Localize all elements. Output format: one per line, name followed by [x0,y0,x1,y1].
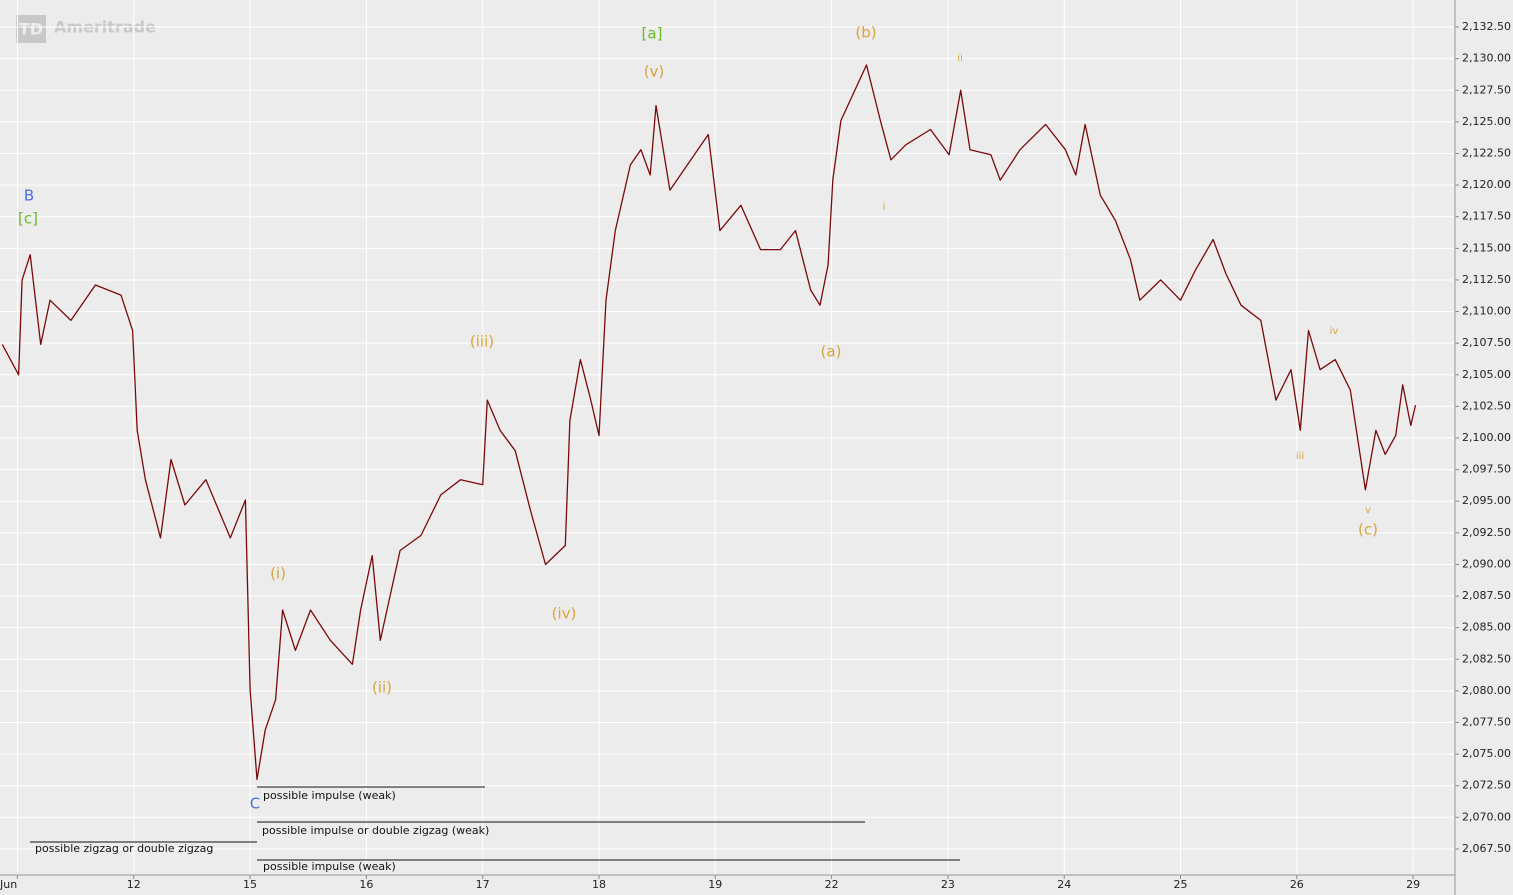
wave-label: [a] [642,25,663,43]
note-text: possible zigzag or double zigzag [35,842,213,855]
y-tick-label: 2,125.00 [1462,115,1511,128]
y-tick-label: 2,077.50 [1462,716,1511,729]
y-tick-label: 2,090.00 [1462,557,1511,570]
wave-label: i [883,202,886,213]
y-tick-label: 2,100.00 [1462,431,1511,444]
y-tick-label: 2,097.50 [1462,463,1511,476]
y-tick-label: 2,105.00 [1462,368,1511,381]
x-tick-label: 16 [359,878,373,891]
logo-box [16,15,46,43]
y-tick-label: 2,122.50 [1462,147,1511,160]
y-tick-label: 2,110.00 [1462,305,1511,318]
y-tick-label: 2,085.00 [1462,621,1511,634]
wave-label: (iv) [552,605,577,623]
y-tick-label: 2,087.50 [1462,589,1511,602]
note-text: possible impulse (weak) [263,789,396,802]
y-tick-label: 2,132.50 [1462,20,1511,33]
x-tick-label: Jun [0,878,17,891]
wave-label: (iii) [470,333,494,351]
note-text: possible impulse (weak) [263,860,396,873]
wave-label: (b) [855,24,876,42]
wave-label: (i) [270,565,286,583]
note-text: possible impulse or double zigzag (weak) [262,824,489,837]
wave-label: [c] [18,210,38,228]
watermark-logo: TD [19,20,43,39]
x-tick-label: 26 [1290,878,1304,891]
wave-label: (c) [1358,521,1378,539]
x-tick-label: 12 [127,878,141,891]
y-tick-label: 2,102.50 [1462,399,1511,412]
wave-label: ii [957,53,963,64]
price-line [1,64,1417,781]
y-tick-label: 2,075.00 [1462,747,1511,760]
wave-label: iv [1330,326,1339,337]
y-tick-label: 2,082.50 [1462,652,1511,665]
y-tick-label: 2,120.00 [1462,178,1511,191]
y-tick-label: 2,070.00 [1462,810,1511,823]
y-tick-label: 2,130.00 [1462,52,1511,65]
plot-area [0,0,1455,875]
y-tick-label: 2,112.50 [1462,273,1511,286]
x-tick-label: 17 [476,878,490,891]
y-tick-label: 2,092.50 [1462,526,1511,539]
y-tick-label: 2,072.50 [1462,779,1511,792]
y-tick-label: 2,095.00 [1462,494,1511,507]
wave-label: (v) [644,63,665,81]
x-tick-label: 24 [1057,878,1071,891]
wave-label: (a) [821,343,842,361]
x-tick-label: 23 [941,878,955,891]
y-tick-label: 2,127.50 [1462,83,1511,96]
x-tick-label: 25 [1174,878,1188,891]
y-tick-label: 2,080.00 [1462,684,1511,697]
y-tick-label: 2,107.50 [1462,336,1511,349]
wave-label: v [1365,505,1371,516]
y-tick-label: 2,067.50 [1462,842,1511,855]
wave-label: C [250,795,260,813]
x-tick-label: 19 [708,878,722,891]
wave-label: iii [1296,451,1304,462]
y-tick-label: 2,115.00 [1462,241,1511,254]
x-tick-label: 22 [825,878,839,891]
y-tick-label: 2,117.50 [1462,210,1511,223]
wave-label: (ii) [372,679,392,697]
x-tick-label: 18 [592,878,606,891]
wave-label: B [24,187,34,205]
x-tick-label: 15 [243,878,257,891]
x-tick-label: 29 [1406,878,1420,891]
